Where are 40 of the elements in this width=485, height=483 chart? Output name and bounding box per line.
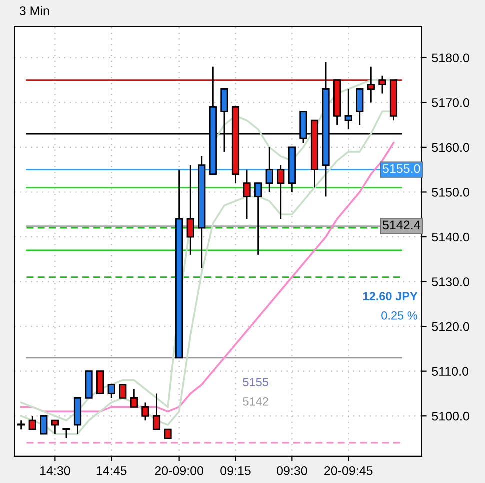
- candlestick: [378, 75, 386, 94]
- x-tick-label: 09:30: [277, 466, 308, 476]
- y-tick-label: 5160.0: [432, 143, 470, 152]
- ref-line-label: 5155.0: [383, 164, 420, 174]
- annotation: 0.25 %: [382, 312, 418, 320]
- candlestick: [142, 402, 150, 422]
- candlestick: [28, 415, 36, 430]
- candlestick: [243, 169, 251, 220]
- x-tick-label: 20-09:45: [324, 466, 373, 476]
- candlestick: [356, 88, 364, 126]
- candlestick: [152, 393, 161, 430]
- y-tick-label: 5140.0: [432, 232, 470, 242]
- candlestick: [130, 388, 138, 408]
- candlestick: [367, 66, 375, 104]
- annotation: 5155: [243, 378, 268, 387]
- candlestick: [40, 415, 48, 435]
- candlestick: [108, 384, 116, 399]
- annotation: 12.60 JPY: [363, 292, 418, 301]
- y-tick-label: 5110.0: [432, 367, 468, 376]
- y-tick-label: 5100.0: [432, 412, 470, 421]
- x-tick-label: 14:30: [40, 466, 70, 476]
- x-tick-label: 14:45: [96, 466, 127, 476]
- candlestick: [51, 420, 59, 435]
- candlestick: [277, 164, 285, 220]
- x-tick-label: 09:15: [220, 466, 251, 476]
- candlestick: [119, 384, 127, 399]
- ref-line-label: 5142.4: [383, 220, 420, 230]
- y-tick-label: 5130.0: [432, 278, 470, 286]
- chart-title: 3 Min: [20, 6, 50, 16]
- y-tick-label: 5180.0: [432, 54, 470, 63]
- candlestick: [186, 164, 194, 256]
- y-tick-label: 5170.0: [432, 98, 470, 108]
- annotation: 5142: [243, 398, 268, 406]
- y-tick-label: 5150.0: [432, 188, 470, 197]
- x-tick-label: 20-09:00: [155, 466, 204, 476]
- candlestick: [344, 88, 352, 130]
- candlestick: [96, 370, 104, 394]
- candlestick: [254, 182, 262, 256]
- candlestick: [266, 146, 274, 193]
- y-tick-label: 5120.0: [432, 322, 470, 332]
